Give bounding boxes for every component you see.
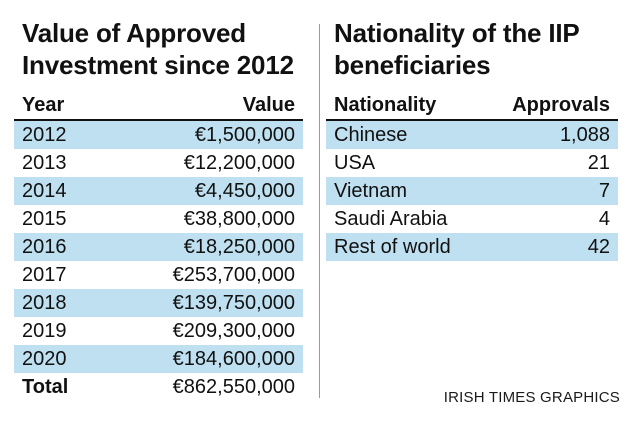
table-row: 2019 €209,300,000 <box>14 317 303 345</box>
year-cell: 2013 <box>22 151 67 174</box>
value-cell: €253,700,000 <box>172 263 295 286</box>
nationality-table-title: Nationality of the IIP beneficiaries <box>334 17 624 81</box>
investment-title-line2: Investment since 2012 <box>22 50 294 80</box>
nationality-title-line2: beneficiaries <box>334 50 491 80</box>
nationality-cell: Chinese <box>326 120 501 149</box>
nationality-cell: USA <box>334 151 376 174</box>
nationality-cell: Saudi Arabia <box>334 207 448 230</box>
nationality-table: Nationality Approvals Chinese 1,088 USA 21 V… <box>326 92 618 261</box>
table-row: 2013 €12,200,000 <box>14 149 303 177</box>
nationality-table-body: Chinese 1,088 USA 21 Vietnam 7 Saudi Arabia 4 Re… <box>326 120 618 261</box>
value-cell: €12,200,000 <box>183 151 295 174</box>
table-row: Vietnam 7 <box>326 177 618 205</box>
table-row: 2017 €253,700,000 <box>14 261 303 289</box>
value-cell: €139,750,000 <box>124 289 303 317</box>
year-cell: 2015 <box>22 207 67 230</box>
investment-table-title: Value of Approved Investment since 2012 <box>22 17 307 81</box>
approvals-cell: 42 <box>501 233 618 261</box>
total-value: €862,550,000 <box>172 375 295 398</box>
year-cell: 2017 <box>22 263 67 286</box>
value-cell: €184,600,000 <box>124 345 303 373</box>
nationality-column-header: Nationality <box>326 92 501 121</box>
investment-header-row: Year Value <box>14 92 303 121</box>
column-divider <box>319 24 320 398</box>
nationality-title-line1: Nationality of the IIP <box>334 18 580 48</box>
table-row: 2015 €38,800,000 <box>14 205 303 233</box>
investment-table-body: 2012 €1,500,000 2013 €12,200,000 2014 €4,450,… <box>14 120 303 401</box>
source-credit: IRISH TIMES GRAPHICS <box>443 389 620 406</box>
approvals-column-header: Approvals <box>501 92 618 121</box>
value-column-header: Value <box>124 92 303 121</box>
approvals-cell: 4 <box>598 207 610 230</box>
nationality-header-row: Nationality Approvals <box>326 92 618 121</box>
table-row: USA 21 <box>326 149 618 177</box>
table-row: Rest of world 42 <box>326 233 618 261</box>
year-cell: 2018 <box>14 289 124 317</box>
total-label: Total <box>22 375 69 398</box>
value-cell: €38,800,000 <box>183 207 295 230</box>
table-row: Chinese 1,088 <box>326 120 618 149</box>
total-row: Total €862,550,000 <box>14 373 303 401</box>
year-cell: 2012 <box>14 120 124 149</box>
table-row: Saudi Arabia 4 <box>326 205 618 233</box>
year-cell: 2019 <box>22 319 67 342</box>
year-cell: 2016 <box>14 233 124 261</box>
nationality-cell: Vietnam <box>326 177 501 205</box>
year-column-header: Year <box>14 92 124 121</box>
investment-title-line1: Value of Approved <box>22 18 246 48</box>
table-row: 2014 €4,450,000 <box>14 177 303 205</box>
investment-table: Year Value 2012 €1,500,000 2013 €12,200,000… <box>14 92 303 401</box>
approvals-cell: 21 <box>587 151 610 174</box>
table-row: 2012 €1,500,000 <box>14 120 303 149</box>
year-cell: 2020 <box>14 345 124 373</box>
year-cell: 2014 <box>14 177 124 205</box>
value-cell: €18,250,000 <box>124 233 303 261</box>
approvals-cell: 7 <box>501 177 618 205</box>
value-cell: €1,500,000 <box>124 120 303 149</box>
value-cell: €4,450,000 <box>124 177 303 205</box>
nationality-cell: Rest of world <box>326 233 501 261</box>
approvals-cell: 1,088 <box>501 120 618 149</box>
table-row: 2018 €139,750,000 <box>14 289 303 317</box>
value-cell: €209,300,000 <box>172 319 295 342</box>
table-row: 2020 €184,600,000 <box>14 345 303 373</box>
table-row: 2016 €18,250,000 <box>14 233 303 261</box>
